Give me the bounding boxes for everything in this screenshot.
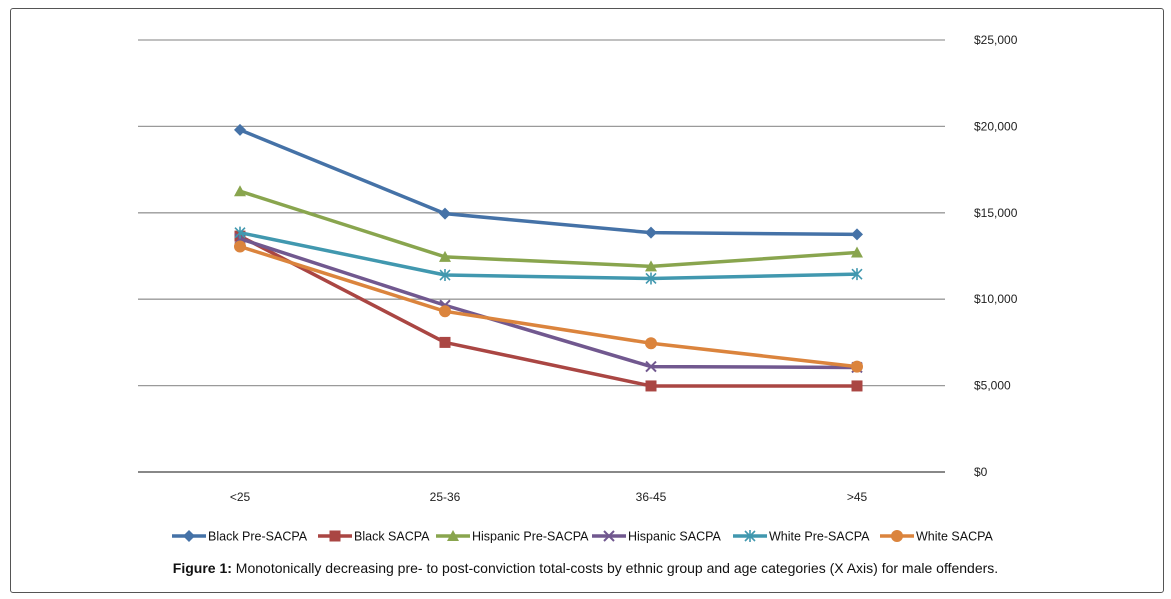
- data-point: [234, 185, 246, 197]
- data-point: [439, 336, 451, 348]
- data-point: [645, 272, 657, 285]
- data-point: [234, 240, 246, 253]
- y-tick-label: $15,000: [974, 206, 1018, 220]
- legend-marker: [447, 530, 459, 541]
- legend-label: White SACPA: [916, 530, 994, 544]
- series-line: [239, 128, 858, 237]
- x-tick-label: <25: [230, 490, 251, 504]
- data-point: [851, 268, 863, 281]
- y-tick-label: $25,000: [974, 33, 1018, 47]
- legend-marker: [329, 530, 341, 542]
- data-point: [439, 250, 451, 262]
- series-line: [239, 230, 858, 281]
- data-point: [851, 360, 863, 373]
- legend-marker: [603, 530, 615, 542]
- legend-marker: [891, 530, 903, 542]
- data-point: [851, 246, 863, 258]
- x-tick-label: >45: [847, 490, 868, 504]
- figure-frame: [10, 8, 1164, 593]
- data-point: [645, 360, 657, 373]
- legend-label: White Pre-SACPA: [769, 530, 870, 544]
- legend-marker: [183, 530, 195, 542]
- legend-label: Black Pre-SACPA: [208, 530, 308, 544]
- data-point: [645, 226, 657, 239]
- y-tick-label: $10,000: [974, 292, 1018, 306]
- data-point: [439, 269, 451, 282]
- data-point: [851, 228, 863, 241]
- series-line: [239, 237, 858, 370]
- legend-marker: [744, 530, 756, 542]
- data-point: [234, 226, 246, 239]
- caption-label: Figure 1:: [172, 560, 232, 576]
- legend-label: Black SACPA: [354, 530, 430, 544]
- line-chart: $0 $5,000 $10,000 $15,000 $20,000 $25,000 <25 2…: [138, 33, 1018, 544]
- series-line: [239, 189, 858, 269]
- data-point: [439, 305, 451, 318]
- data-point: [645, 380, 657, 392]
- data-point: [851, 380, 863, 392]
- series-line: [239, 244, 858, 369]
- legend-label: Hispanic Pre-SACPA: [472, 530, 589, 544]
- x-tick-label: 25-36: [430, 490, 461, 504]
- figure-caption: Figure 1: Monotonically decreasing pre- …: [0, 560, 1171, 576]
- y-tick-label: $5,000: [974, 379, 1011, 393]
- caption-text: Monotonically decreasing pre- to post-co…: [231, 560, 999, 576]
- x-tick-label: 36-45: [636, 490, 667, 504]
- y-tick-label: $20,000: [974, 119, 1018, 133]
- legend-label: Hispanic SACPA: [628, 530, 722, 544]
- series-line: [239, 234, 857, 388]
- y-tick-label: $0: [974, 465, 988, 479]
- data-point: [234, 123, 246, 136]
- data-point: [645, 260, 657, 272]
- data-point: [645, 337, 657, 350]
- data-point: [439, 207, 451, 220]
